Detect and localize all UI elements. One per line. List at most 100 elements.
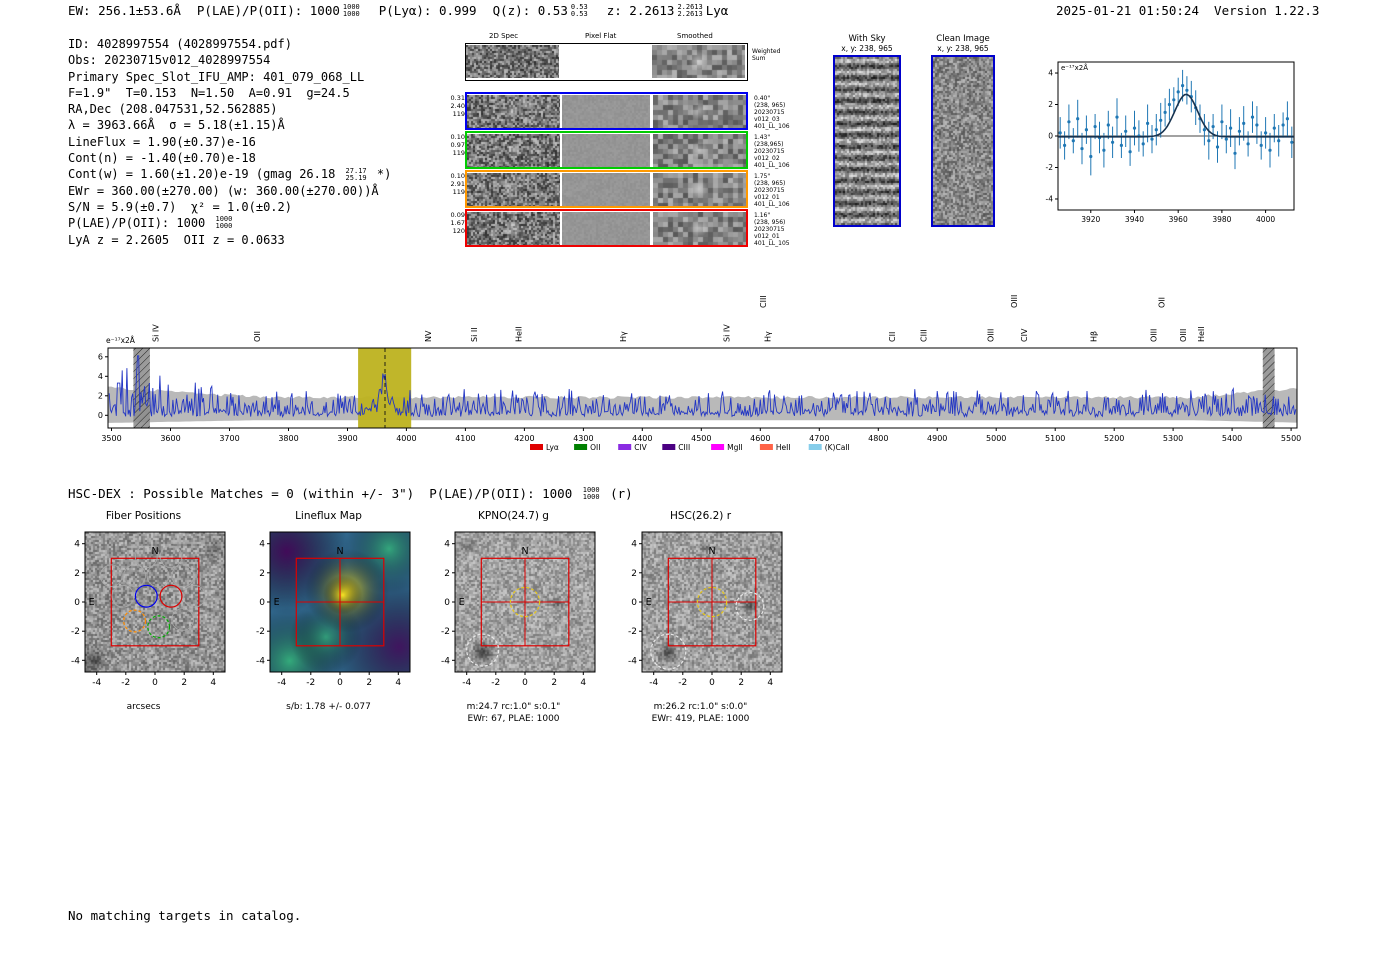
svg-text:N: N xyxy=(151,546,158,557)
catalog-matches-line: HSC-DEX : Possible Matches = 0 (within +… xyxy=(68,485,633,501)
cutout-fiber-positions: Fiber Positions -4 -4 -2 -2 0 0 2 2 4 4 N E arcsecs xyxy=(51,510,236,714)
info-line-lineflux: LineFlux = 1.90(±0.37)e-16 xyxy=(68,134,256,149)
svg-text:OIII: OIII xyxy=(986,329,995,342)
line-fit-chart: -4 -2 0 2 4 3920 3940 3960 3980 4000 e⁻¹⁷x2Å xyxy=(1046,61,1295,224)
svg-text:4000: 4000 xyxy=(396,434,416,443)
svg-text:4: 4 xyxy=(631,540,637,550)
svg-text:E: E xyxy=(274,597,280,608)
svg-text:E: E xyxy=(646,597,652,608)
plae-poii-value: P(LAE)/P(OII): 1000 xyxy=(196,3,340,18)
svg-text:NV: NV xyxy=(424,330,433,342)
svg-text:Hγ: Hγ xyxy=(763,331,772,342)
svg-text:5100: 5100 xyxy=(1045,434,1065,443)
svg-text:OII: OII xyxy=(590,443,600,452)
svg-text:2: 2 xyxy=(631,569,637,579)
fiber-pixelflat-image xyxy=(562,173,650,206)
fiber-row-3: 0.10 2.91 119 1.75" (238, 965) 20230715 v012_… xyxy=(451,170,790,208)
cutout-title: Lineflux Map xyxy=(295,510,362,522)
svg-text:3800: 3800 xyxy=(278,434,298,443)
cutout-title: HSC(26.2) r xyxy=(669,510,732,522)
fiber-row-2: 0.10 0.97 119 1.43" (238,965) 20230715 v012_0… xyxy=(451,131,790,169)
svg-text:3920: 3920 xyxy=(1081,215,1100,224)
info-line-seeing: F=1.9" T=0.153 N=1.50 A=0.91 g=24.5 xyxy=(68,85,350,100)
fiber-2dspec-image xyxy=(467,95,560,128)
svg-text:5200: 5200 xyxy=(1104,434,1124,443)
svg-text:4300: 4300 xyxy=(573,434,593,443)
svg-text:Lyα: Lyα xyxy=(546,443,559,452)
svg-text:3940: 3940 xyxy=(1125,215,1144,224)
fiber-row-annotation: 0.40" (238, 965) 20230715 v012_03 401_LL_106 xyxy=(754,95,790,130)
svg-text:N: N xyxy=(336,546,343,557)
svg-text:Si II: Si II xyxy=(470,327,479,342)
svg-text:Si IV: Si IV xyxy=(152,324,161,342)
spec2d-col-header: 2D Spec xyxy=(489,32,519,40)
cutout-kpno-g: KPNO(24.7) g -4 -4 -2 -2 0 0 2 2 4 4 N E m:24.7 rc:… xyxy=(421,510,606,725)
svg-text:OIII: OIII xyxy=(1150,329,1159,342)
fiber-row-annotation: 1.16" (238, 956) 20230715 v012_01 401_LL_105 xyxy=(754,212,790,247)
info-line-redshifts: LyA z = 2.2605 OII z = 0.0633 xyxy=(68,232,285,247)
svg-text:0: 0 xyxy=(1048,132,1053,141)
svg-text:N: N xyxy=(708,546,715,557)
svg-text:0: 0 xyxy=(709,678,715,688)
plae-poii-range: 1000 1000 xyxy=(342,2,360,18)
svg-text:2: 2 xyxy=(74,569,80,579)
cutout-caption: EWr: 67, PLAE: 1000 xyxy=(467,713,560,724)
svg-text:3500: 3500 xyxy=(101,434,121,443)
fiber-row-1: 0.31 2.40 119 0.40" (238, 965) 20230715 v012_… xyxy=(451,92,790,130)
fiber-smoothed-image xyxy=(653,95,746,128)
svg-text:4700: 4700 xyxy=(809,434,829,443)
spec2d-col-header: Smoothed xyxy=(677,32,713,40)
svg-text:3900: 3900 xyxy=(337,434,357,443)
svg-text:CIII: CIII xyxy=(759,295,768,308)
spec2d-block: 2D Spec Pixel Flat Smoothed Weighted Sum … xyxy=(451,30,825,260)
catalog-footer: No matching targets in catalog. Row inte… xyxy=(68,875,301,953)
cutout-caption: m:24.7 rc:1.0" s:0.1" xyxy=(466,702,561,712)
ew-value: EW: 256.1±53.6Å xyxy=(68,3,181,18)
svg-text:3960: 3960 xyxy=(1169,215,1188,224)
svg-text:4: 4 xyxy=(395,678,401,688)
info-line-cont-n: Cont(n) = -1.40(±0.70)e-18 xyxy=(68,151,256,166)
svg-text:CIV: CIV xyxy=(634,443,647,452)
info-line-ifu: Primary Spec_Slot_IFU_AMP: 401_079_068_L… xyxy=(68,69,365,84)
svg-text:0: 0 xyxy=(444,598,450,608)
svg-text:2: 2 xyxy=(98,391,103,400)
kpno-g-overlay: -4 -4 -2 -2 0 0 2 2 4 4 N E xyxy=(441,531,596,688)
svg-text:4: 4 xyxy=(74,540,80,550)
z-value: z: 2.2613 xyxy=(606,3,675,18)
info-line-sn: S/N = 5.9(±0.7) χ² = 1.0(±0.2) xyxy=(68,199,292,214)
svg-text:4400: 4400 xyxy=(632,434,652,443)
svg-text:4000: 4000 xyxy=(1256,215,1275,224)
svg-text:-4: -4 xyxy=(628,656,637,666)
cutout-title: Fiber Positions xyxy=(105,510,182,522)
svg-text:OII: OII xyxy=(253,331,262,342)
svg-text:HeII: HeII xyxy=(1197,326,1206,342)
svg-text:5300: 5300 xyxy=(1163,434,1183,443)
fiber-2dspec-image xyxy=(467,134,560,167)
svg-text:-4: -4 xyxy=(441,656,450,666)
info-line-plae: P(LAE)/P(OII): 1000 1000 1000 xyxy=(68,215,233,231)
svg-text:2: 2 xyxy=(551,678,557,688)
svg-text:4: 4 xyxy=(767,678,773,688)
fiber-row-4: 0.09 1.67 120 1.16" (238, 956) 20230715 v012_… xyxy=(451,209,790,247)
svg-text:4200: 4200 xyxy=(514,434,534,443)
svg-text:0: 0 xyxy=(259,598,265,608)
fiber-smoothed-image xyxy=(653,134,746,167)
svg-text:OIII: OIII xyxy=(1010,295,1019,308)
weighted-sum-strip xyxy=(465,43,748,81)
svg-text:6: 6 xyxy=(98,352,103,361)
svg-text:4: 4 xyxy=(98,372,103,381)
clean-image-panel: Clean Image x, y: 238, 965 xyxy=(924,34,1002,227)
svg-text:2: 2 xyxy=(738,678,744,688)
lineflux-map-overlay: -4 -4 -2 -2 0 0 2 2 4 4 N E xyxy=(256,531,411,688)
svg-text:-2: -2 xyxy=(628,627,637,637)
svg-text:4: 4 xyxy=(210,678,216,688)
svg-text:4100: 4100 xyxy=(455,434,475,443)
cutout-caption: EWr: 419, PLAE: 1000 xyxy=(651,713,750,724)
plya-value: P(Lyα): 0.999 xyxy=(378,3,477,18)
svg-text:OIII: OIII xyxy=(1179,329,1188,342)
svg-text:CIV: CIV xyxy=(1020,328,1029,342)
svg-text:Hγ: Hγ xyxy=(619,331,628,342)
svg-text:-4: -4 xyxy=(277,678,286,688)
clean-image xyxy=(931,55,995,227)
svg-text:CIII: CIII xyxy=(678,443,690,452)
